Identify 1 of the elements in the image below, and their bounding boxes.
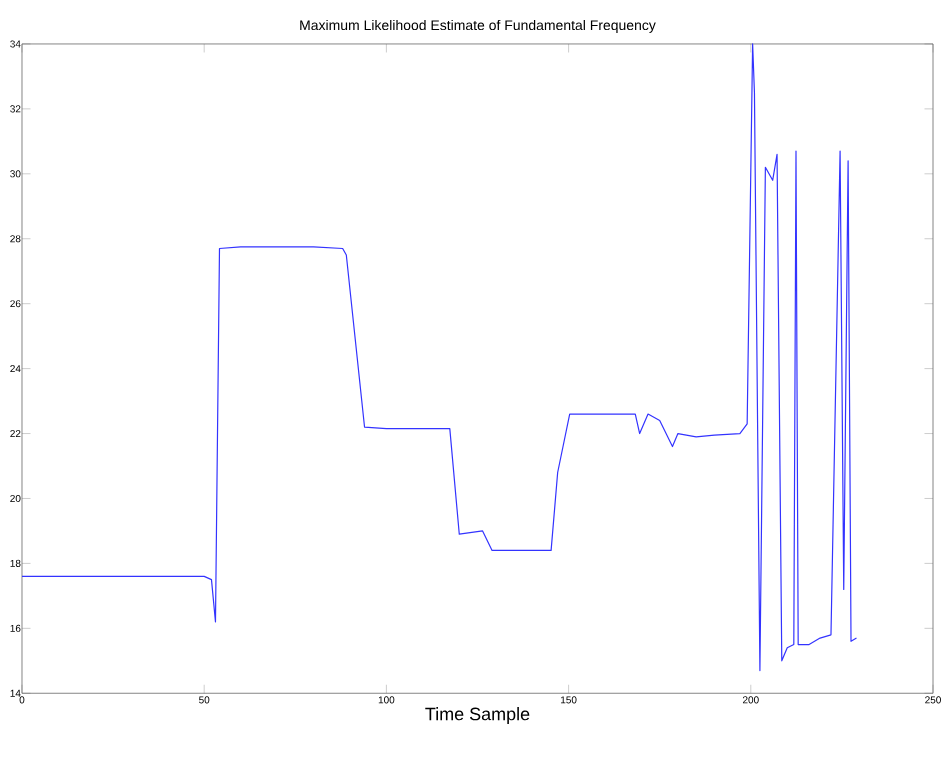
x-axis-title: Time Sample: [425, 707, 530, 725]
